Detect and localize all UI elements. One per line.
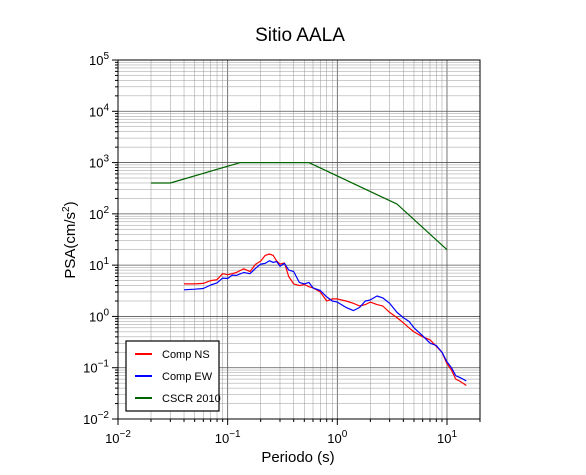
plot-frame [117,59,481,420]
x-tick-label: 100 [327,429,347,446]
y-tick-exp: −1 [98,359,110,370]
x-tick-exp: 0 [342,429,348,440]
y-axis-label-main: PSA(cm/s [62,212,79,279]
y-tick-exp: 3 [103,154,109,165]
y-axis-label-sup: 2 [61,206,72,212]
y-tick-base: 10 [83,412,97,427]
legend: Comp NS Comp EW CSCR 2010 [125,340,221,412]
y-tick-base: 10 [89,207,103,222]
x-tick-label: 10−2 [105,429,131,446]
x-tick-base: 10 [215,431,229,446]
x-tick-exp: −1 [229,429,241,440]
x-tick-label: 10−1 [215,429,241,446]
legend-label: Comp EW [162,371,213,383]
x-axis-label: Periodo (s) [261,449,334,466]
y-tick-exp: −2 [98,410,110,421]
y-tick-base: 10 [89,258,103,273]
y-tick-label: 10−2 [83,410,109,427]
series-line-0 [184,253,467,386]
y-axis-label-close: ) [62,201,79,206]
legend-label: CSCR 2010 [162,393,221,405]
y-axis-label: PSA(cm/s2) [61,201,79,278]
series-layer [151,162,467,386]
y-tick-label: 104 [89,102,109,119]
x-tick-base: 10 [105,431,119,446]
y-tick-label: 103 [89,154,109,171]
y-tick-base: 10 [89,309,103,324]
y-tick-label: 100 [89,307,109,324]
y-tick-exp: 0 [103,307,109,318]
y-tick-base: 10 [83,361,97,376]
series-line-2 [151,162,448,251]
x-tick-exp: 1 [451,429,457,440]
y-tick-label: 102 [89,205,109,222]
y-tick-exp: 4 [103,102,109,113]
x-tick-exp: −2 [120,429,132,440]
y-tick-exp: 5 [103,51,109,62]
legend-label: Comp NS [162,349,210,361]
y-tick-base: 10 [89,104,103,119]
y-tick-base: 10 [89,53,103,68]
x-tick-label: 101 [437,429,457,446]
y-tick-label: 10−1 [83,359,109,376]
x-tick-base: 10 [327,431,341,446]
y-tick-base: 10 [89,156,103,171]
y-tick-exp: 2 [103,205,109,216]
x-tick-base: 10 [437,431,451,446]
y-tick-label: 101 [89,256,109,273]
y-tick-label: 105 [89,51,109,68]
y-tick-exp: 1 [103,256,109,267]
x-axis-ticks: 10−2 10−1 100 101 [105,419,481,446]
series-line-1 [183,260,467,382]
chart-title: Sitio AALA [255,25,345,46]
